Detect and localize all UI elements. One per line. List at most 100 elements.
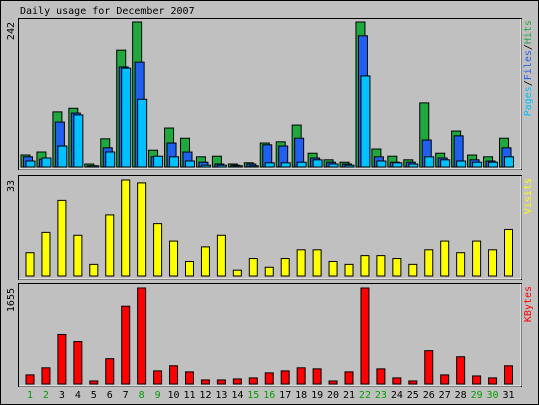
bar — [216, 164, 227, 168]
legend-separator: / — [523, 80, 534, 86]
x-tick-label: 14 — [231, 390, 243, 401]
x-tick-label: 5 — [91, 390, 97, 401]
bar — [312, 249, 322, 277]
x-tick-label: 22 — [359, 390, 371, 401]
bar — [408, 163, 419, 168]
bar — [169, 240, 179, 277]
bar — [456, 252, 466, 277]
bar — [424, 350, 434, 385]
bar — [312, 368, 322, 385]
x-tick-label: 19 — [311, 390, 323, 401]
bar — [248, 377, 258, 385]
x-tick-label: 29 — [471, 390, 483, 401]
x-tick-label: 13 — [215, 390, 227, 401]
y-tick-label: 242 — [6, 22, 17, 40]
chart-title: Daily usage for December 2007 — [20, 6, 195, 17]
bar — [264, 372, 274, 385]
x-tick-label: 4 — [75, 390, 81, 401]
bar — [105, 358, 115, 385]
panel — [18, 175, 522, 280]
bar — [456, 356, 466, 385]
x-tick-label: 30 — [487, 390, 499, 401]
x-tick-label: 6 — [107, 390, 113, 401]
x-tick-label: 7 — [123, 390, 129, 401]
bar — [280, 370, 290, 385]
bar — [121, 179, 131, 277]
bar — [296, 161, 307, 168]
bar — [41, 231, 51, 277]
bar — [408, 263, 418, 277]
bar — [73, 114, 84, 168]
bar — [392, 162, 403, 168]
bar — [488, 249, 498, 277]
legend-entry: Files — [523, 50, 534, 80]
x-tick-label: 12 — [199, 390, 211, 401]
bar — [392, 377, 402, 385]
x-tick-label: 26 — [423, 390, 435, 401]
bar — [200, 164, 211, 168]
x-tick-label: 16 — [263, 390, 275, 401]
x-tick-label: 9 — [155, 390, 161, 401]
bar — [57, 199, 67, 277]
bar — [25, 252, 35, 277]
bar — [121, 67, 132, 168]
bar — [296, 367, 306, 385]
x-tick-label: 8 — [139, 390, 145, 401]
bar — [472, 375, 482, 385]
bar — [296, 249, 306, 277]
bar — [280, 258, 290, 277]
legend-entry: Visits — [523, 178, 534, 214]
bar — [504, 228, 513, 277]
x-tick-label: 25 — [407, 390, 419, 401]
legend-entry: Hits — [523, 20, 534, 44]
bar — [121, 305, 131, 385]
legend-separator: / — [523, 44, 534, 50]
bar — [344, 263, 354, 277]
bar — [408, 380, 418, 385]
x-tick-label: 1 — [27, 390, 33, 401]
bar — [360, 75, 371, 168]
legend: KBytes — [523, 286, 534, 322]
legend-entry: KBytes — [523, 286, 534, 322]
bar — [137, 182, 147, 277]
bar — [216, 379, 226, 385]
bar — [185, 260, 194, 277]
bar — [360, 255, 370, 277]
bar — [153, 223, 163, 277]
bar — [488, 377, 498, 385]
bar — [472, 240, 482, 277]
bar — [200, 246, 210, 277]
bar — [185, 371, 194, 385]
bar — [328, 260, 338, 277]
bar — [312, 159, 323, 168]
x-tick-label: 3 — [59, 390, 65, 401]
bar — [89, 165, 100, 168]
bar — [25, 160, 36, 168]
bar — [73, 234, 83, 277]
bar — [248, 165, 259, 168]
bar — [232, 165, 243, 168]
bar — [440, 240, 450, 277]
x-tick-label: 15 — [247, 390, 259, 401]
bar — [264, 162, 275, 168]
x-tick-label: 18 — [295, 390, 307, 401]
bar — [456, 160, 467, 168]
bar — [440, 159, 451, 168]
bar — [57, 333, 67, 385]
x-tick-label: 10 — [168, 390, 180, 401]
x-tick-label: 17 — [279, 390, 291, 401]
legend: Pages/Files/Hits — [523, 20, 534, 116]
bar — [169, 156, 180, 168]
x-tick-label: 28 — [455, 390, 467, 401]
x-tick-label: 31 — [502, 390, 514, 401]
bar — [344, 164, 355, 168]
bar — [153, 155, 164, 168]
x-tick-label: 24 — [391, 390, 403, 401]
y-tick-label: 1655 — [6, 288, 17, 312]
bar — [105, 214, 115, 277]
bar — [89, 380, 99, 385]
bar — [504, 156, 514, 168]
bar — [472, 161, 483, 168]
y-tick-label: 33 — [6, 180, 17, 192]
